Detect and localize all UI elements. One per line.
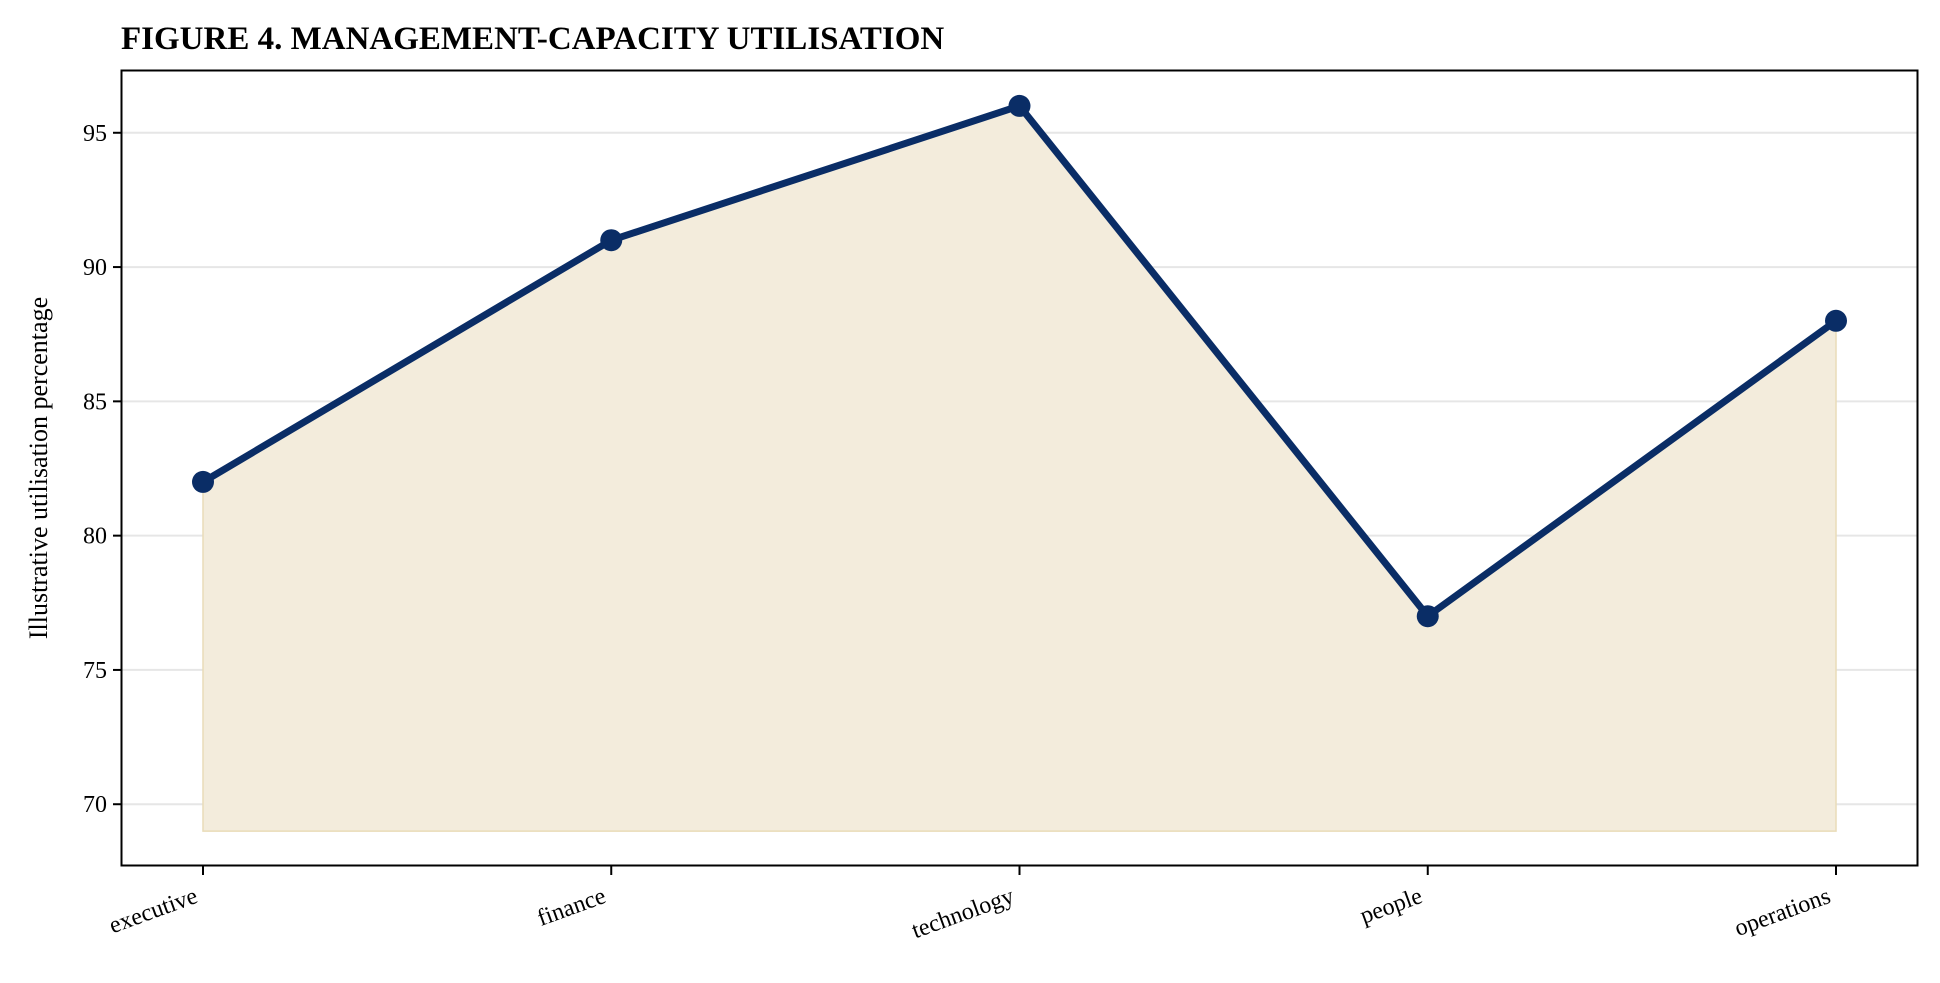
- y-tick-label: 75: [83, 658, 107, 684]
- y-axis: 70 75 80 85 90 95: [83, 121, 122, 818]
- y-tick-label: 85: [83, 389, 107, 415]
- data-point-executive: [192, 470, 214, 493]
- plot-frame: [120, 69, 1919, 867]
- x-tick-label-operations: operations: [1731, 883, 1834, 942]
- point-layer: [192, 94, 1847, 628]
- x-tick-label-executive: executive: [106, 883, 201, 939]
- y-tick-label: 70: [83, 792, 107, 818]
- chart-title: FIGURE 4. MANAGEMENT-CAPACITY UTILISATIO…: [121, 21, 944, 57]
- y-tick-label: 95: [83, 121, 107, 147]
- data-point-operations: [1825, 309, 1847, 332]
- data-point-people: [1416, 605, 1439, 628]
- x-axis: executive finance technology people operatio…: [106, 866, 1837, 944]
- y-tick-label: 90: [83, 255, 107, 281]
- data-point-technology: [1008, 94, 1031, 117]
- x-tick-label-technology: technology: [908, 883, 1017, 944]
- y-tick-label: 80: [83, 524, 107, 550]
- y-axis-label: Illustrative utilisation percentage: [24, 297, 53, 639]
- x-tick-label-people: people: [1357, 883, 1426, 929]
- data-point-finance: [600, 229, 623, 252]
- area-layer: [202, 105, 1837, 832]
- x-tick-label-finance: finance: [534, 883, 609, 932]
- series-area: [202, 105, 1837, 832]
